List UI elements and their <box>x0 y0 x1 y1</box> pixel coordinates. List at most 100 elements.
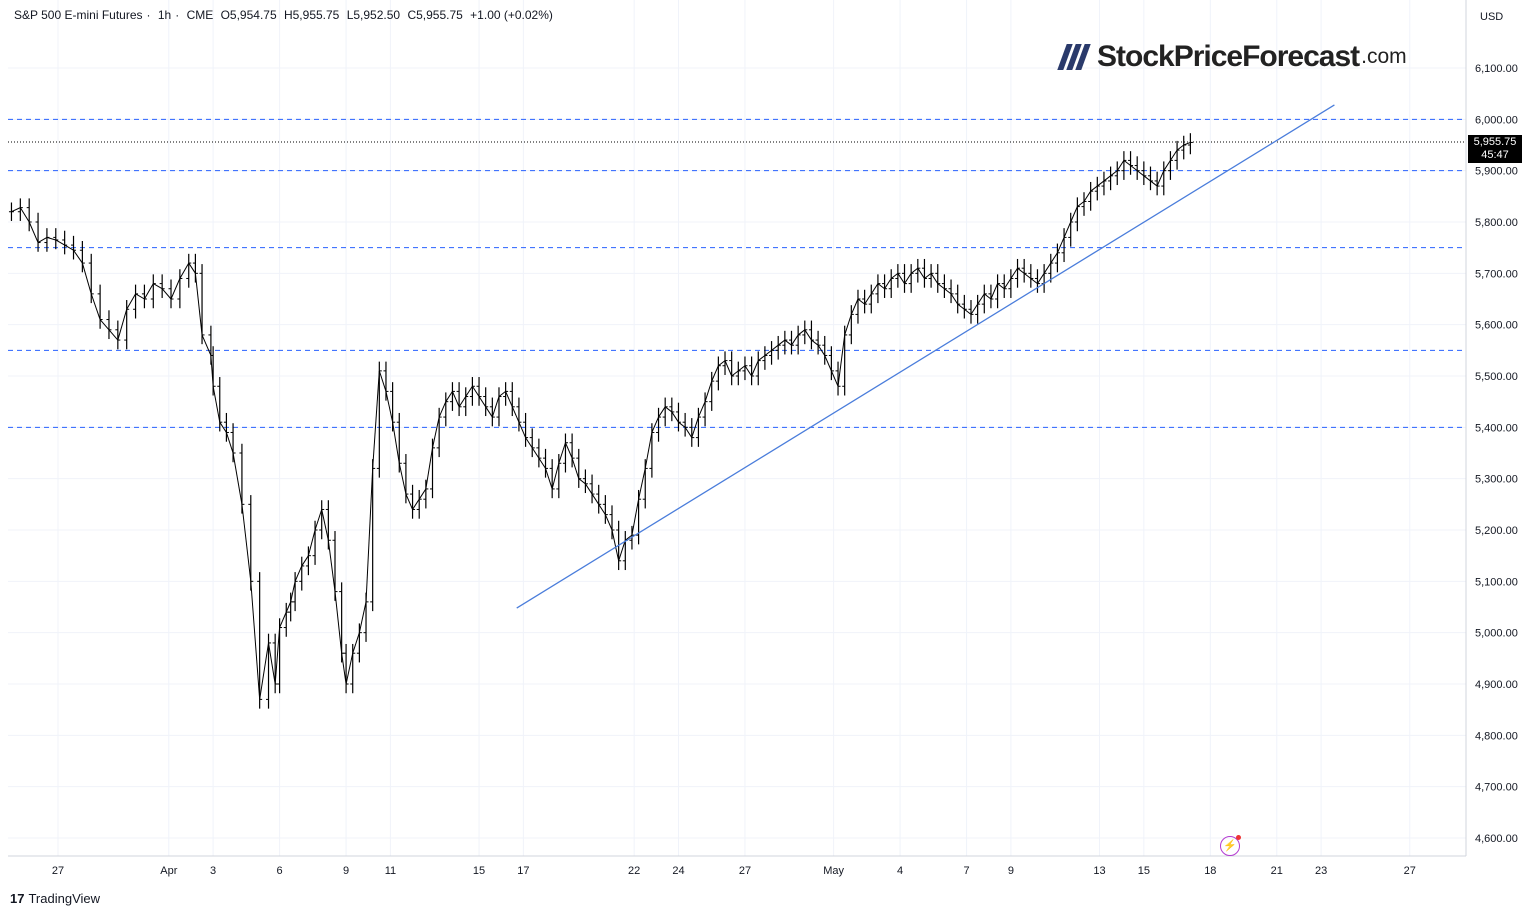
price-path-segment <box>219 421 227 433</box>
price-path-segment <box>731 370 739 377</box>
price-path-segment <box>591 493 600 505</box>
time-tick-label: 6 <box>277 865 283 877</box>
price-path-segment <box>970 303 979 315</box>
price-path-segment <box>307 529 316 556</box>
price-path-segment <box>135 293 145 300</box>
price-path-segment <box>445 391 453 402</box>
lightning-bolt-icon[interactable]: ⚡ <box>1220 835 1241 856</box>
price-path-segment <box>664 406 673 413</box>
price-path-segment <box>791 334 799 346</box>
price-path-segment <box>910 267 919 274</box>
price-path-segment <box>565 442 573 459</box>
price-path-segment <box>638 468 646 500</box>
price-path-segment <box>551 463 560 490</box>
time-tick-label: 24 <box>672 865 684 877</box>
price-path-segment <box>1130 165 1138 172</box>
price-path-segment <box>90 293 101 320</box>
trend-line[interactable] <box>516 104 1335 609</box>
price-path-segment <box>1143 175 1151 182</box>
time-axis[interactable]: 27 Apr 3 6 9 11 15 17 22 24 27 May 4 7 9 13 15 18 21 23 27 <box>52 865 1416 877</box>
time-tick-label: 23 <box>1315 865 1327 877</box>
price-path-segment <box>744 365 753 377</box>
price-path-segment <box>1003 278 1012 290</box>
price-path-segment <box>850 298 859 315</box>
price-path-segment <box>285 601 292 613</box>
price-path-segment <box>651 416 659 433</box>
price-path-segment <box>1156 170 1165 187</box>
price-path-segment <box>704 380 713 402</box>
brand-name: TradingView <box>28 891 101 906</box>
price-path-segment <box>46 236 56 241</box>
price-path-segment <box>771 344 779 351</box>
ascending-trend-line <box>516 104 1335 609</box>
price-path-segment <box>327 540 336 592</box>
price-path-segment <box>738 365 746 372</box>
price-path-segment <box>438 401 447 418</box>
price-path-segment <box>764 349 772 356</box>
price-path-segment <box>797 329 806 336</box>
price-path-segment <box>525 437 533 449</box>
price-path-segment <box>1017 267 1025 274</box>
price-path-segment <box>811 339 819 346</box>
price-tick-label: 5,600.00 <box>1475 320 1518 332</box>
horizontal-levels[interactable] <box>8 118 1466 428</box>
time-tick-label: Apr <box>160 865 177 877</box>
price-path-segment <box>611 529 620 561</box>
price-path-segment <box>210 355 214 387</box>
price-path-segment <box>518 422 527 438</box>
interval-label[interactable]: 1h <box>157 8 172 22</box>
price-tick-label: 4,900.00 <box>1475 679 1518 691</box>
price-path-segment <box>1037 273 1045 284</box>
price-path-segment <box>505 391 513 407</box>
price-path-segment <box>804 329 812 341</box>
price-tick-label: 5,400.00 <box>1475 422 1518 434</box>
price-path-segment <box>1150 180 1158 187</box>
price-path-segment <box>19 207 30 223</box>
price-path-segment <box>545 468 553 490</box>
price-path-segment <box>1103 175 1111 182</box>
price-path-segment <box>977 293 985 305</box>
close-value: C5,955.75 <box>407 8 463 22</box>
price-path-segment <box>170 278 181 300</box>
price-path-segment <box>718 360 726 367</box>
price-path-segment <box>321 509 329 541</box>
price-tick-label: 4,700.00 <box>1475 782 1518 794</box>
price-axis[interactable]: 4,600.00 4,700.00 4,800.00 4,900.00 5,000.00… <box>1475 63 1518 845</box>
time-tick-label: 18 <box>1204 865 1216 877</box>
price-tick-label: 6,100.00 <box>1475 63 1518 75</box>
price-path-segment <box>870 283 879 295</box>
price-path-segment <box>724 360 733 377</box>
time-tick-label: 9 <box>1008 865 1014 877</box>
change-value: +1.00 (+0.02%) <box>470 8 553 22</box>
price-path-segment <box>194 273 203 335</box>
time-tick-label: 9 <box>343 865 349 877</box>
exchange-label: CME <box>186 8 214 22</box>
price-path-segment <box>1050 252 1058 264</box>
price-path-segment <box>143 283 154 300</box>
price-path-segment <box>830 370 839 387</box>
time-tick-label: 4 <box>897 865 903 877</box>
price-path-segment <box>301 555 309 567</box>
price-path-segment <box>73 249 83 264</box>
price-path-segment <box>250 581 261 700</box>
price-path-segment <box>618 540 626 561</box>
price-path-segment <box>372 370 380 469</box>
price-path-segment <box>161 288 172 300</box>
price-path-segment <box>385 391 394 423</box>
price-path-segment <box>997 283 1005 290</box>
currency-label[interactable]: USD <box>1480 11 1504 23</box>
price-path-segment <box>558 442 566 464</box>
price-series <box>8 133 1193 709</box>
price-path-segment <box>1123 160 1131 166</box>
price-path-segment <box>1096 180 1105 187</box>
symbol-name[interactable]: S&P 500 E-mini Futures <box>14 8 143 22</box>
tradingview-brand[interactable]: 17 TradingView <box>10 891 100 906</box>
price-path-segment <box>358 601 367 633</box>
time-tick-label: 27 <box>52 865 64 877</box>
price-path-segment <box>1163 160 1171 171</box>
price-path-segment <box>1030 278 1038 284</box>
price-path-segment <box>345 653 354 685</box>
logo-slashes-icon <box>1057 44 1091 70</box>
price-path-segment <box>817 344 826 356</box>
